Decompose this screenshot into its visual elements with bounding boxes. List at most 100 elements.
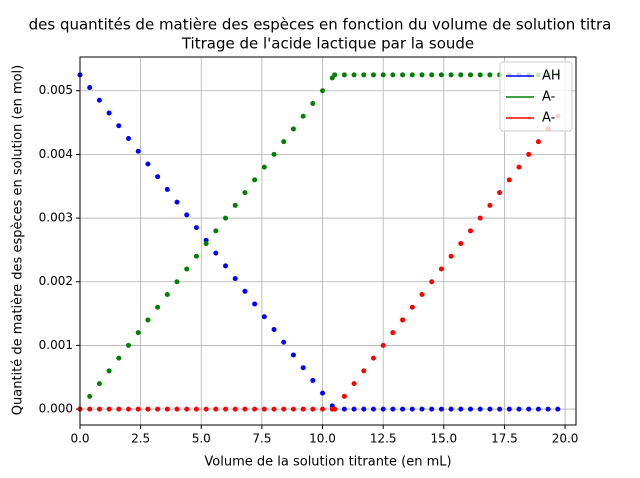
data-point bbox=[106, 406, 112, 412]
data-point bbox=[400, 317, 406, 323]
data-point bbox=[213, 250, 219, 256]
data-point bbox=[409, 304, 415, 310]
data-point bbox=[361, 72, 367, 78]
data-point bbox=[242, 288, 248, 294]
data-point bbox=[380, 342, 386, 348]
data-point bbox=[320, 88, 326, 94]
data-point bbox=[261, 164, 267, 170]
data-point bbox=[155, 406, 161, 412]
data-point bbox=[390, 72, 396, 78]
data-point bbox=[516, 406, 522, 412]
data-point bbox=[174, 199, 180, 205]
data-point bbox=[535, 139, 541, 145]
data-point bbox=[361, 406, 367, 412]
data-point bbox=[232, 276, 238, 282]
data-point bbox=[145, 161, 151, 167]
y-tick-label: 0.001 bbox=[39, 338, 73, 352]
data-point bbox=[252, 406, 258, 412]
x-axis-label: Volume de la solution titrante (en mL) bbox=[204, 455, 451, 470]
data-point bbox=[174, 406, 180, 412]
y-axis-label: Quantité de matière des espèces en solut… bbox=[11, 65, 26, 415]
data-point bbox=[184, 266, 190, 272]
y-tick-label: 0.002 bbox=[39, 274, 73, 288]
data-point bbox=[242, 190, 248, 196]
x-tick-label: 5.0 bbox=[192, 432, 211, 446]
y-tick-label: 0.004 bbox=[39, 147, 73, 161]
data-point bbox=[290, 126, 296, 132]
data-point bbox=[351, 381, 357, 387]
data-point bbox=[281, 139, 287, 145]
data-point bbox=[135, 330, 141, 336]
x-tick-label: 12.5 bbox=[370, 432, 397, 446]
data-point bbox=[409, 72, 415, 78]
data-point bbox=[281, 406, 287, 412]
data-point bbox=[193, 253, 199, 259]
data-point bbox=[458, 241, 464, 247]
data-point bbox=[271, 326, 277, 332]
data-point bbox=[116, 406, 122, 412]
data-point bbox=[164, 186, 170, 192]
data-point bbox=[223, 406, 229, 412]
y-tick-label: 0.005 bbox=[39, 83, 73, 97]
data-point bbox=[419, 291, 425, 297]
data-point bbox=[370, 406, 376, 412]
data-point bbox=[332, 72, 338, 78]
data-point bbox=[135, 406, 141, 412]
data-point bbox=[409, 406, 415, 412]
data-point bbox=[429, 279, 435, 285]
data-point bbox=[261, 314, 267, 320]
data-point bbox=[164, 291, 170, 297]
data-point bbox=[223, 263, 229, 269]
data-point bbox=[145, 317, 151, 323]
data-point bbox=[526, 406, 532, 412]
data-point bbox=[87, 85, 93, 91]
x-tick-label: 17.5 bbox=[491, 432, 518, 446]
legend-label: AH bbox=[542, 69, 561, 84]
data-point bbox=[135, 148, 141, 154]
data-point bbox=[87, 393, 93, 399]
data-point bbox=[545, 406, 551, 412]
data-point bbox=[320, 390, 326, 396]
data-point bbox=[310, 406, 316, 412]
data-point bbox=[380, 406, 386, 412]
data-point bbox=[370, 355, 376, 361]
data-point bbox=[320, 406, 326, 412]
data-point bbox=[400, 406, 406, 412]
data-point bbox=[467, 228, 473, 234]
data-point bbox=[487, 406, 493, 412]
data-point bbox=[290, 406, 296, 412]
data-point bbox=[448, 406, 454, 412]
data-point bbox=[96, 97, 102, 103]
data-point bbox=[438, 266, 444, 272]
legend: AH A- A- bbox=[499, 61, 573, 132]
data-point bbox=[310, 377, 316, 383]
data-point bbox=[438, 406, 444, 412]
data-point bbox=[193, 225, 199, 231]
data-point bbox=[341, 393, 347, 399]
data-point bbox=[300, 113, 306, 119]
data-point bbox=[516, 164, 522, 170]
data-point bbox=[126, 342, 132, 348]
data-point bbox=[106, 110, 112, 116]
data-point bbox=[164, 406, 170, 412]
data-point bbox=[467, 406, 473, 412]
data-point bbox=[116, 355, 122, 361]
data-point bbox=[390, 406, 396, 412]
data-point bbox=[223, 215, 229, 221]
data-point bbox=[271, 151, 277, 157]
data-point bbox=[458, 72, 464, 78]
data-point bbox=[261, 406, 267, 412]
y-tick-label: 0.000 bbox=[39, 402, 73, 416]
data-point bbox=[252, 177, 258, 183]
x-tick-label: 10.0 bbox=[309, 432, 336, 446]
data-point bbox=[242, 406, 248, 412]
data-point bbox=[341, 72, 347, 78]
data-point bbox=[448, 253, 454, 259]
data-point bbox=[332, 406, 338, 412]
data-point bbox=[419, 72, 425, 78]
data-point bbox=[232, 406, 238, 412]
data-point bbox=[281, 339, 287, 345]
legend-label: A- bbox=[542, 90, 556, 105]
